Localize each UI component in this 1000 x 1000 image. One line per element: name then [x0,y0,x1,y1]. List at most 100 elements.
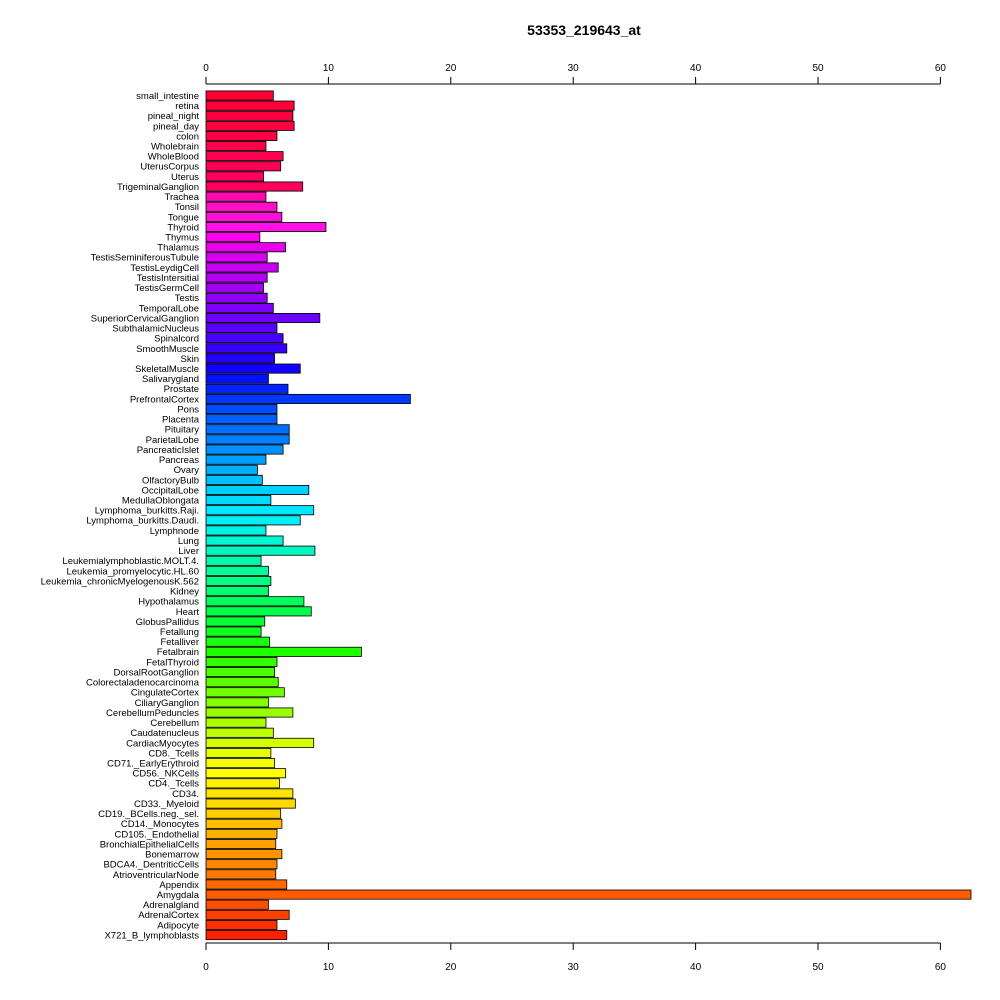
category-label: Colorectaladenocarcinoma [86,678,200,689]
bar [205,576,272,587]
bar [205,535,284,546]
bar [205,343,288,354]
category-label: GlobusPallidus [136,617,200,628]
category-label: Caudatenucleus [130,728,199,739]
category-label: Hypothalamus [138,597,199,608]
bar [205,768,286,779]
category-label: OlfactoryBulb [142,475,199,486]
bar [205,444,284,455]
x-tick-label: 20 [445,63,457,74]
bar [205,252,268,263]
category-label: UterusCorpus [140,162,199,173]
bar [205,636,271,647]
bar [205,393,411,404]
bar [205,484,310,495]
bar [205,707,294,718]
category-label: Skin [181,354,199,365]
category-label: Fetalbrain [157,647,199,658]
bar [205,727,274,738]
category-label: Testis [175,293,200,304]
bar [205,505,315,516]
category-label: Leukemia_chronicMyelogenousK.562 [41,576,199,587]
category-label: ParietalLobe [146,435,199,446]
category-label: Salivarygland [142,374,199,385]
bar [205,141,267,152]
x-tick-label: 50 [812,63,824,74]
category-label: AdrenalCortex [138,910,199,921]
category-label: colon [176,131,199,142]
category-label: CD14._Monocytes [121,819,199,830]
bar [205,616,266,627]
category-label: Leukemialymphoblastic.MOLT.4. [62,556,199,567]
bar [205,667,275,678]
bars-group [205,90,972,941]
bar [205,737,315,748]
category-label: CD105._Endothelial [114,829,199,840]
top-x-axis: 0 10 20 30 40 50 60 [203,63,947,85]
bar [205,930,288,941]
category-label: FetalThyroid [146,657,199,668]
category-label: AtrioventricularNode [113,870,199,881]
category-label: Adipocyte [157,920,199,931]
bar [205,434,290,445]
bar [205,282,264,293]
bar [205,120,295,131]
bar [205,555,262,566]
x-tick-label: 0 [203,63,209,74]
x-tick-label: 10 [323,962,335,973]
category-label: pineal_night [148,111,200,122]
bar [205,232,261,243]
bar [205,292,268,303]
category-label: retina [175,101,199,112]
x-tick-label: 60 [935,962,947,973]
category-label: CardiacMyocytes [126,738,199,749]
bar [205,747,272,758]
bar [205,454,267,465]
bar [205,677,279,688]
category-label: CingulateCortex [131,688,199,699]
bar [205,191,267,202]
category-label: small_intestine [136,91,199,102]
category-label: Heart [176,607,200,618]
category-label: Uterus [171,172,199,183]
bar [205,323,278,334]
x-tick-label: 40 [690,962,702,973]
x-tick-label: 0 [203,962,209,973]
category-label: Thyroid [167,222,199,233]
category-label: SkeletalMuscle [135,364,199,375]
bar [205,363,301,374]
bar [205,778,280,789]
category-label: TrigeminalGanglion [117,182,199,193]
x-tick-label: 50 [812,962,824,973]
bar [205,859,278,870]
bar [205,586,269,597]
category-label: DorsalRootGanglion [113,667,199,678]
category-label: CiliaryGanglion [135,698,199,709]
bar [205,302,274,313]
category-label: Prostate [164,384,199,395]
x-tick-label: 60 [935,63,947,74]
bar [205,839,277,850]
bar [205,849,283,860]
bar [205,525,267,536]
chart-title: 53353_219643_at [527,22,641,38]
category-label: PrefrontalCortex [130,394,199,405]
category-label: Thymus [165,233,199,244]
category-label: pineal_day [153,121,199,132]
category-label: Liver [178,546,199,557]
bar [205,869,277,880]
x-tick-label: 20 [445,962,457,973]
bar [205,353,275,364]
category-label: Tongue [168,212,199,223]
bar [205,151,284,162]
bar [205,596,305,607]
category-label: Bonemarrow [145,850,199,861]
bar [205,798,296,809]
bar [205,333,284,344]
category-label: PancreaticIslet [137,445,200,456]
category-label: WholeBlood [148,152,199,163]
bar [205,474,263,485]
bar [205,656,278,667]
bar [205,242,286,253]
category-label: CerebellumPeduncles [106,708,199,719]
